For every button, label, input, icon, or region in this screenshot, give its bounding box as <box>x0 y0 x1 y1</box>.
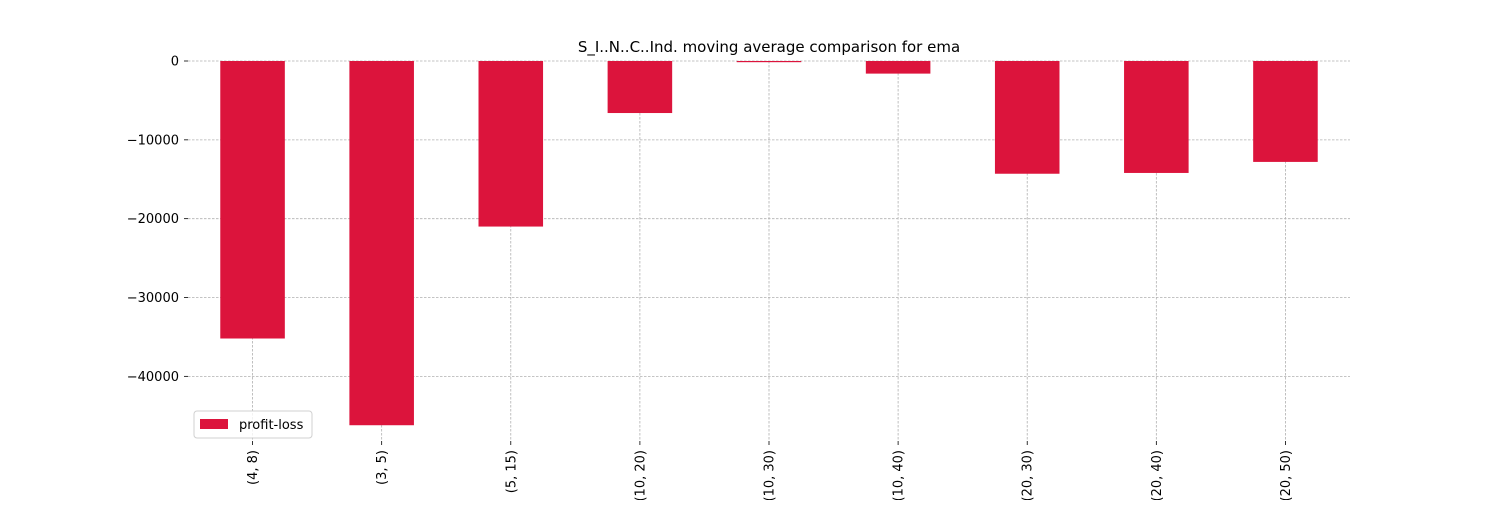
bar <box>478 61 544 227</box>
y-tick-label: −30000 <box>127 291 179 306</box>
x-tick-label: (10, 30) <box>763 450 778 500</box>
x-tick-label: (10, 20) <box>633 450 648 500</box>
bar <box>736 61 802 63</box>
x-tick-label: (5, 15) <box>504 450 519 493</box>
bar <box>1124 61 1189 173</box>
x-tick-label: (20, 30) <box>1021 450 1036 500</box>
x-tick-label: (4, 8) <box>246 450 261 485</box>
y-tick-label: −40000 <box>127 370 179 385</box>
y-tick-label: −20000 <box>127 212 179 227</box>
bar <box>349 61 414 426</box>
x-tick-label: (20, 40) <box>1150 450 1165 500</box>
bar <box>865 61 931 74</box>
legend-swatch <box>200 419 228 429</box>
legend: profit-loss <box>193 410 313 439</box>
bar <box>607 61 673 114</box>
x-axis: (4, 8) (3, 5) (5, 15) (10, 20) (10, 30) (10, … <box>246 441 1294 502</box>
x-tick-label: (20, 50) <box>1279 450 1294 500</box>
chart-title: S_I..N..C..Ind. moving average compariso… <box>578 38 960 57</box>
x-tick-label: (10, 40) <box>892 450 907 500</box>
bar <box>1253 61 1318 162</box>
x-tick-label: (3, 5) <box>375 450 390 485</box>
bar <box>994 61 1060 174</box>
legend-label-profit-loss: profit-loss <box>239 418 304 433</box>
y-tick-label: 0 <box>171 55 179 70</box>
y-axis: 0 −10000 −20000 −30000 −40000 <box>127 55 188 385</box>
bar <box>220 61 285 339</box>
y-tick-label: −10000 <box>127 133 179 148</box>
bars <box>220 61 1318 426</box>
legend-frame <box>193 410 313 439</box>
